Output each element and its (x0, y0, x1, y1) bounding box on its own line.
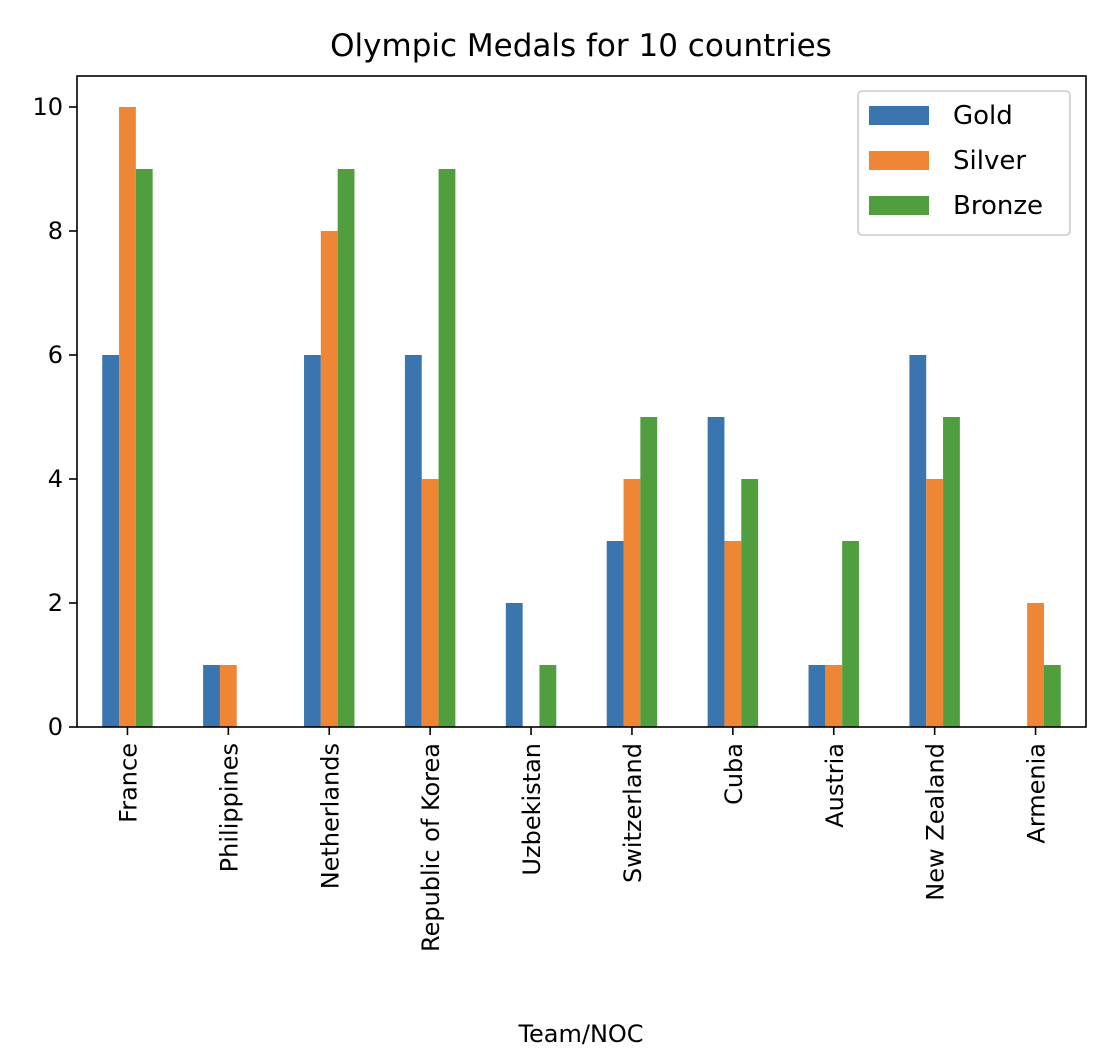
bar-bronze-austria (842, 541, 859, 727)
bar-bronze-cuba (741, 479, 759, 727)
y-tick-label: 4 (48, 465, 63, 493)
bar-silver-austria (825, 665, 843, 727)
chart-title: Olympic Medals for 10 countries (330, 28, 832, 64)
bar-silver-france (119, 107, 136, 727)
y-tick-label: 6 (48, 341, 63, 369)
y-tick-label: 8 (48, 217, 63, 245)
bar-bronze-switzerland (640, 417, 658, 727)
bar-silver-cuba (724, 541, 742, 727)
bar-gold-austria (808, 665, 826, 727)
x-axis-label: Team/NOC (517, 1020, 643, 1048)
bar-silver-netherlands (320, 231, 338, 727)
bar-silver-armenia (1027, 603, 1044, 727)
bar-silver-republic-of-korea (421, 479, 439, 727)
bar-gold-new-zealand (909, 355, 927, 727)
legend-label-bronze: Bronze (953, 191, 1043, 221)
bar-silver-philippines (219, 665, 237, 727)
x-axis: France Philippines Netherlands Republic of … (114, 727, 1051, 952)
bar-bronze-netherlands (337, 169, 355, 727)
x-tick-label-uzbekistan: Uzbekistan (518, 743, 546, 876)
legend-label-gold: Gold (953, 101, 1013, 131)
x-tick-label-philippines: Philippines (215, 743, 243, 872)
bar-bronze-armenia (1043, 665, 1061, 727)
bar-bronze-uzbekistan (539, 665, 557, 727)
bar-gold-uzbekistan (505, 603, 523, 727)
bar-bronze-new-zealand (943, 417, 960, 727)
x-tick-label-austria: Austria (821, 743, 849, 828)
x-tick-label-new-zealand: New Zealand (922, 743, 950, 901)
x-tick-label-cuba: Cuba (720, 743, 748, 805)
bar-bronze-republic-of-korea (438, 169, 456, 727)
y-tick-label: 2 (48, 589, 63, 617)
y-tick-label: 0 (48, 713, 63, 741)
legend-label-silver: Silver (953, 146, 1026, 176)
bar-gold-france (102, 355, 120, 727)
legend: Gold Silver Bronze (857, 90, 1071, 236)
legend-swatch-bronze (869, 196, 929, 215)
bar-gold-switzerland (606, 541, 624, 727)
bar-silver-switzerland (623, 479, 641, 727)
legend-swatch-gold (869, 106, 929, 125)
plot-area-frame (76, 75, 1087, 728)
y-tick-label: 10 (32, 93, 63, 121)
legend-swatch-silver (869, 151, 929, 170)
x-tick-label-france: France (114, 743, 142, 823)
x-tick-label-republic-of-korea: Republic of Korea (417, 743, 445, 952)
bar-gold-netherlands (304, 355, 321, 727)
bar-bronze-france (135, 169, 153, 727)
bar-gold-philippines (203, 665, 220, 727)
y-axis: 0 2 4 6 8 10 (32, 93, 77, 741)
bar-gold-cuba (707, 417, 725, 727)
x-tick-label-switzerland: Switzerland (619, 743, 647, 883)
x-tick-label-netherlands: Netherlands (316, 743, 344, 889)
bars (102, 107, 1061, 727)
x-tick-label-armenia: Armenia (1023, 743, 1051, 844)
bar-gold-republic-of-korea (404, 355, 422, 727)
bar-silver-new-zealand (926, 479, 944, 727)
